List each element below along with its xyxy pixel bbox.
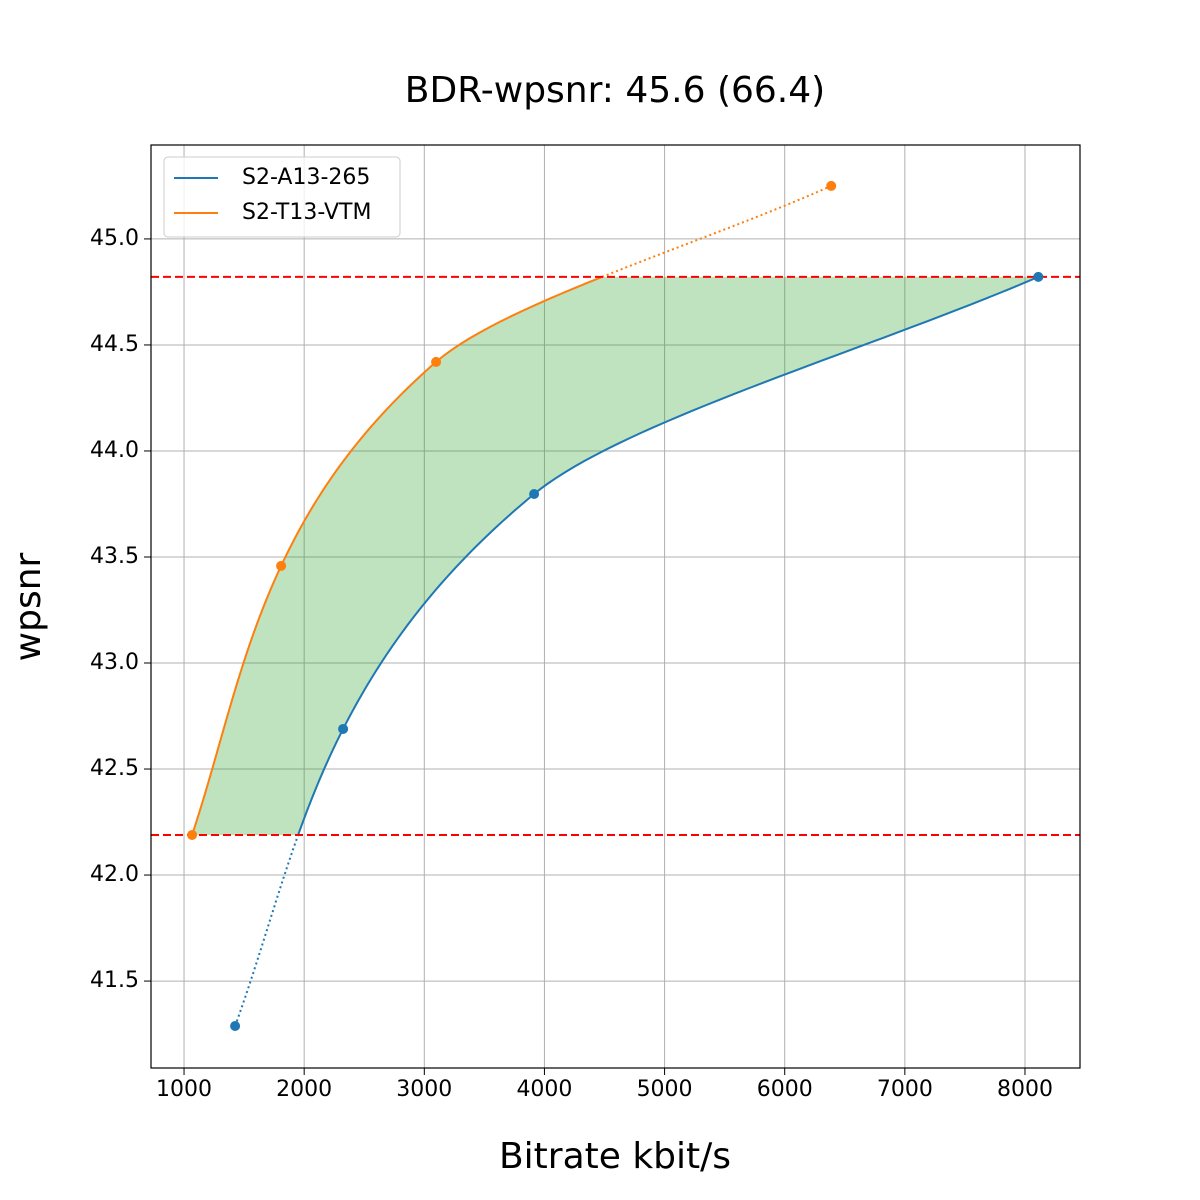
chart-title: BDR-wpsnr: 45.6 (66.4): [405, 70, 825, 111]
x-tick-label: 1000: [156, 1077, 212, 1102]
y-tick-label: 44.5: [90, 332, 139, 357]
x-tick-label: 2000: [276, 1077, 332, 1102]
curve-extrapolated: [234, 834, 300, 1027]
y-tick-label: 45.0: [90, 226, 139, 251]
x-tick-label: 5000: [637, 1077, 693, 1102]
x-tick-label: 8000: [997, 1077, 1053, 1102]
data-point: [529, 489, 540, 500]
x-tick-label: 4000: [516, 1077, 572, 1102]
data-point: [1033, 271, 1044, 282]
x-tick-label: 6000: [757, 1077, 813, 1102]
data-point: [431, 356, 442, 367]
data-point: [230, 1021, 241, 1032]
legend-label: S2-A13-265: [242, 165, 370, 190]
legend-box: [163, 156, 401, 238]
x-axis-label: Bitrate kbit/s: [499, 1136, 731, 1177]
legend-label: S2-T13-VTM: [242, 200, 371, 225]
y-tick-label: 42.5: [90, 756, 139, 781]
curve-extrapolated: [601, 185, 832, 278]
curve: [191, 275, 603, 836]
y-axis-label: wpsnr: [8, 552, 49, 661]
data-point: [338, 723, 349, 734]
data-point: [187, 829, 198, 840]
y-tick-label: 41.5: [90, 968, 139, 993]
y-tick-label: 44.0: [90, 438, 139, 463]
plot-frame: [150, 144, 1081, 1069]
y-tick-label: 43.5: [90, 544, 139, 569]
y-tick-label: 42.0: [90, 862, 139, 887]
y-tick-label: 43.0: [90, 650, 139, 675]
x-tick-label: 7000: [877, 1077, 933, 1102]
data-point: [276, 560, 287, 571]
x-tick-label: 3000: [396, 1077, 452, 1102]
curve: [297, 275, 1039, 836]
data-point: [826, 180, 837, 191]
bd-area: [192, 276, 1039, 835]
